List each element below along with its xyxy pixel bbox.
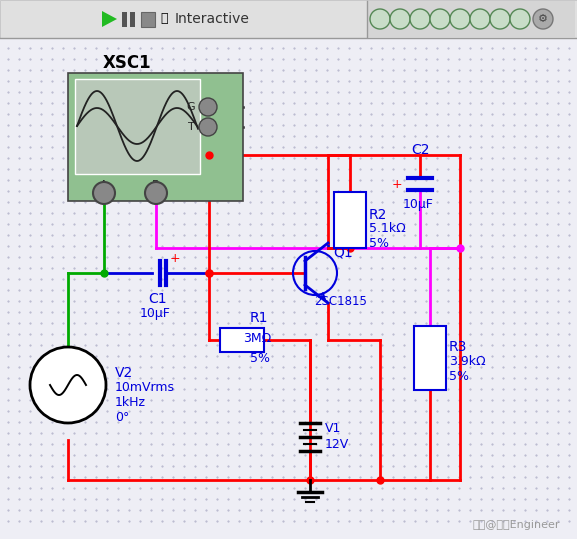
Bar	[68, 73, 243, 201]
Text: B: B	[152, 180, 160, 190]
Text: 5%: 5%	[250, 352, 270, 365]
Text: Interactive: Interactive	[175, 12, 250, 26]
Bar	[414, 326, 446, 390]
Text: 5%: 5%	[449, 370, 469, 383]
Text: 3MΩ: 3MΩ	[243, 331, 271, 344]
Bar	[0, 0, 577, 38]
Circle shape	[533, 9, 553, 29]
Text: Q1: Q1	[333, 246, 353, 260]
Text: ⚙: ⚙	[538, 14, 548, 24]
Text: 1kHz: 1kHz	[115, 396, 146, 409]
Text: 12V: 12V	[325, 439, 349, 452]
Text: +: +	[391, 177, 402, 190]
Circle shape	[430, 9, 450, 29]
Text: R3: R3	[449, 340, 467, 354]
Text: 10μF: 10μF	[140, 307, 171, 320]
Text: R2: R2	[369, 208, 387, 222]
Circle shape	[470, 9, 490, 29]
Text: 3.9kΩ: 3.9kΩ	[449, 355, 486, 368]
Text: +: +	[170, 252, 181, 265]
Text: 头条@小川Engineer: 头条@小川Engineer	[473, 520, 560, 530]
Text: C1: C1	[148, 292, 167, 306]
Text: V1: V1	[325, 421, 342, 434]
Bar	[122, 12, 127, 27]
Circle shape	[490, 9, 510, 29]
Circle shape	[410, 9, 430, 29]
Circle shape	[145, 182, 167, 204]
Circle shape	[199, 118, 217, 136]
Text: C2: C2	[411, 143, 429, 157]
Bar	[130, 12, 135, 27]
Bar	[75, 79, 200, 174]
Text: 0°: 0°	[115, 411, 129, 424]
Text: A: A	[100, 180, 108, 190]
Circle shape	[93, 182, 115, 204]
Bar	[334, 192, 366, 248]
Bar	[141, 12, 155, 27]
Text: 10μF: 10μF	[403, 198, 433, 211]
Text: V2: V2	[115, 366, 133, 380]
Text: XSC1: XSC1	[103, 54, 151, 72]
Text: T: T	[188, 122, 195, 132]
Text: 2SC1815: 2SC1815	[314, 295, 367, 308]
Text: R1: R1	[250, 311, 268, 325]
Polygon shape	[102, 11, 117, 27]
Text: 5.1kΩ: 5.1kΩ	[369, 222, 406, 235]
Bar	[367, 1, 575, 37]
Text: G: G	[186, 102, 195, 112]
Circle shape	[370, 9, 390, 29]
Circle shape	[199, 98, 217, 116]
Bar	[220, 328, 264, 352]
Circle shape	[390, 9, 410, 29]
Text: 🔧: 🔧	[160, 12, 167, 25]
Circle shape	[510, 9, 530, 29]
Text: 10mVrms: 10mVrms	[115, 381, 175, 394]
Text: 5%: 5%	[369, 237, 389, 250]
Circle shape	[30, 347, 106, 423]
Circle shape	[450, 9, 470, 29]
